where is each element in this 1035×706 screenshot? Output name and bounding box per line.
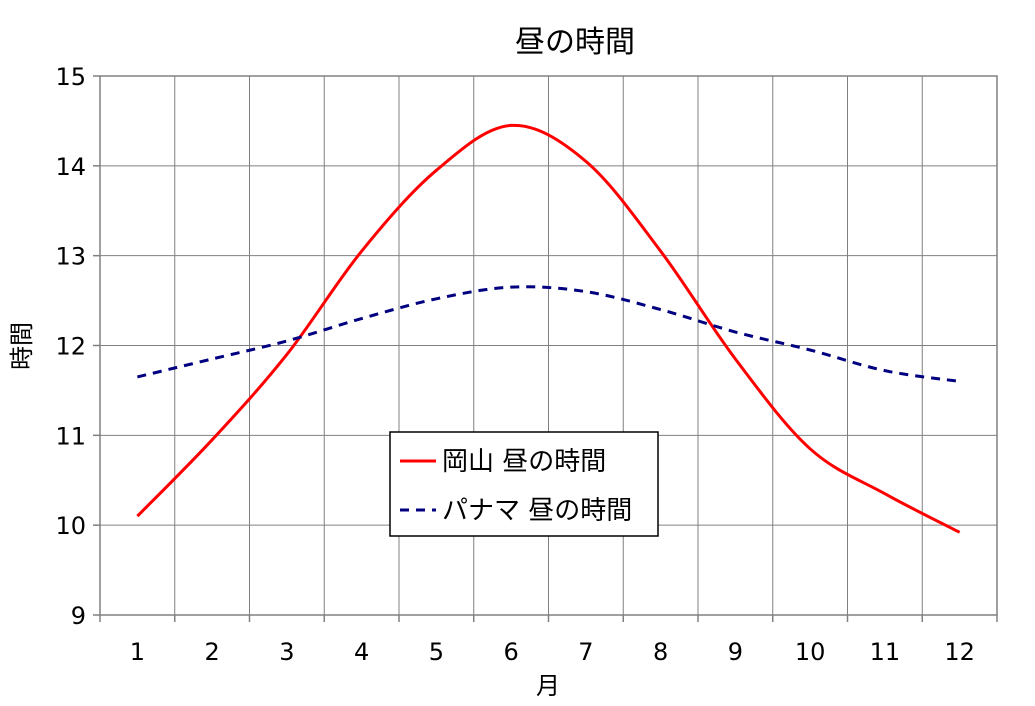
x-axis-title: 月 [536, 672, 560, 700]
y-axis: 9 10 11 12 13 14 15 [55, 63, 100, 630]
x-tick-label: 10 [795, 638, 826, 666]
y-tick-label: 10 [55, 512, 86, 540]
legend-label-okayama: 岡山 昼の時間 [442, 447, 606, 477]
legend: 岡山 昼の時間 パナマ 昼の時間 [389, 431, 659, 537]
y-tick-label: 13 [55, 243, 86, 271]
x-tick-label: 5 [429, 638, 444, 666]
x-axis: 1 2 3 4 5 6 7 8 9 10 11 12 [99, 615, 998, 666]
x-tick-label: 2 [204, 638, 219, 666]
x-tick-label: 6 [503, 638, 518, 666]
series-panama-line [137, 285, 960, 383]
series-layer [136, 123, 961, 534]
chart-title: 昼の時間 [515, 25, 635, 60]
y-tick-label: 14 [55, 153, 86, 181]
x-tick-label: 9 [728, 638, 743, 666]
y-axis-title: 時間 [8, 322, 36, 370]
x-tick-label: 4 [354, 638, 369, 666]
x-tick-label: 1 [130, 638, 145, 666]
legend-box [389, 431, 659, 537]
y-tick-label: 11 [55, 422, 86, 450]
x-tick-label: 7 [578, 638, 593, 666]
y-tick-label: 9 [71, 602, 86, 630]
y-tick-label: 15 [55, 63, 86, 91]
x-tick-label: 12 [944, 638, 975, 666]
x-tick-label: 8 [653, 638, 668, 666]
x-tick-label: 3 [279, 638, 294, 666]
x-tick-label: 11 [870, 638, 901, 666]
series-okayama-line [136, 123, 961, 534]
legend-label-panama: パナマ 昼の時間 [442, 496, 632, 526]
y-tick-label: 12 [55, 333, 86, 361]
